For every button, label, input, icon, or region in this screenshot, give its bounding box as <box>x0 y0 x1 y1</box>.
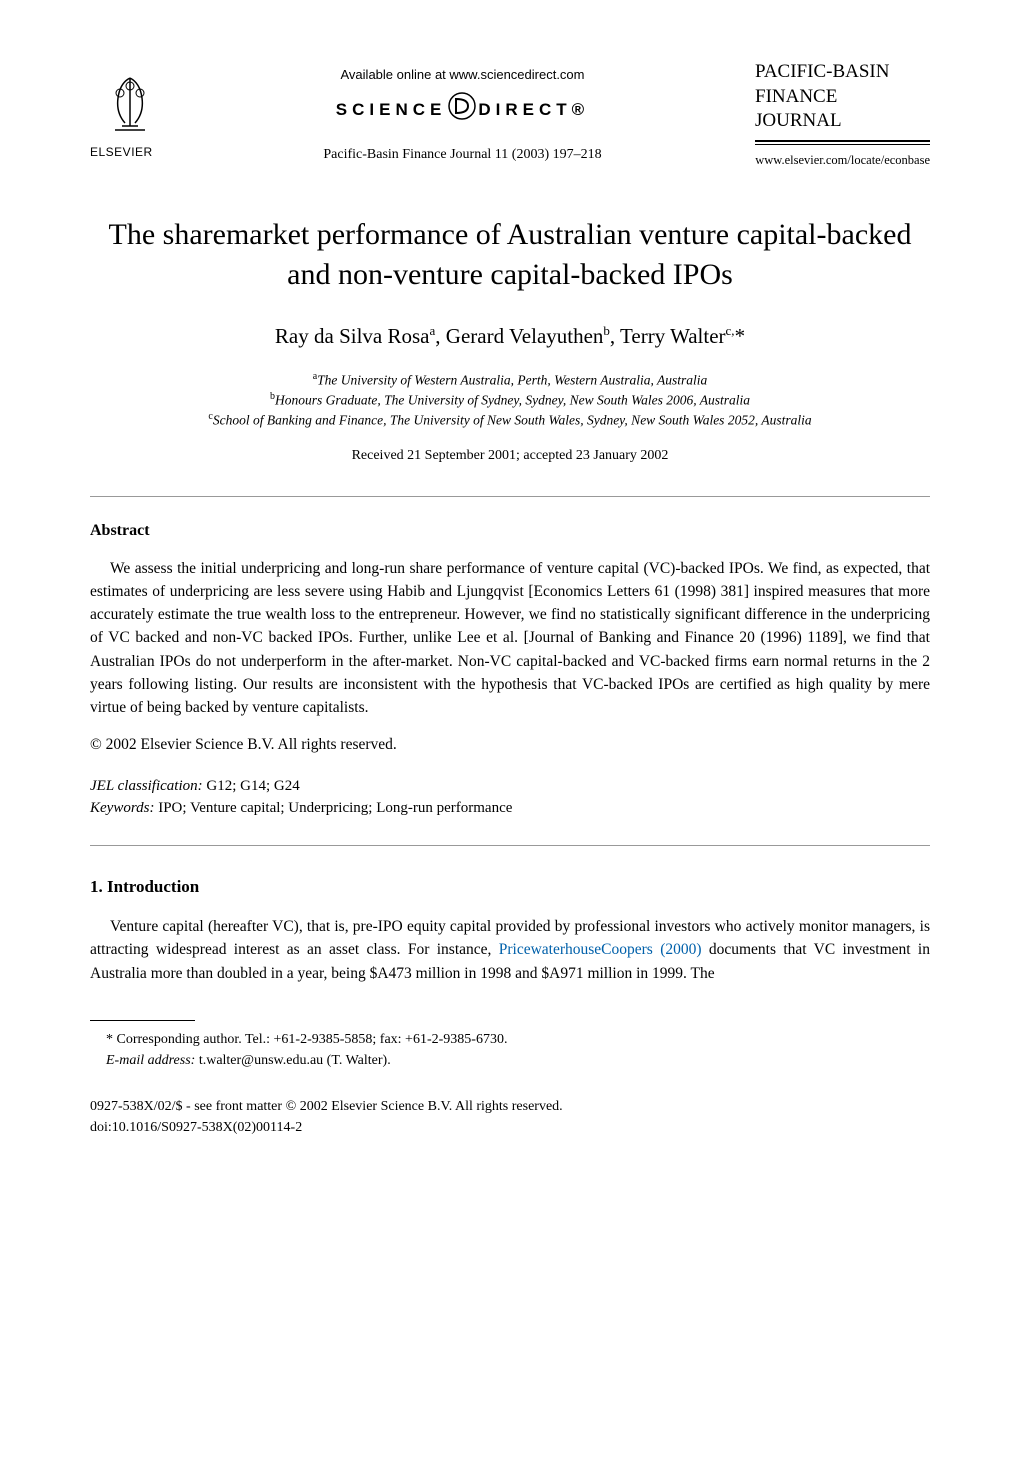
journal-name-line2: FINANCE <box>755 86 837 107</box>
sciencedirect-direct: DIRECT® <box>478 97 589 123</box>
email-label: E-mail address: <box>106 1053 195 1068</box>
author-3-sup: c, <box>726 323 735 338</box>
keywords-value: IPO; Venture capital; Underpricing; Long… <box>154 800 512 816</box>
author-1-sup: a <box>430 323 436 338</box>
divider <box>755 140 930 142</box>
article-title: The sharemarket performance of Australia… <box>90 215 930 296</box>
abstract-heading: Abstract <box>90 519 930 543</box>
sciencedirect-d-icon <box>448 92 476 128</box>
footer-line1: 0927-538X/02/$ - see front matter © 2002… <box>90 1096 930 1117</box>
author-1: Ray da Silva Rosa <box>275 324 430 348</box>
jel-value: G12; G14; G24 <box>203 778 300 794</box>
footnote-divider <box>90 1020 195 1021</box>
journal-name: PACIFIC-BASIN FINANCE JOURNAL <box>755 60 930 134</box>
author-2-sup: b <box>603 323 610 338</box>
journal-name-line1: PACIFIC-BASIN <box>755 61 889 82</box>
jel-classification: JEL classification: G12; G14; G24 <box>90 775 930 798</box>
authors: Ray da Silva Rosaa, Gerard Velayuthenb, … <box>90 321 930 353</box>
affiliation-b: Honours Graduate, The University of Sydn… <box>275 393 750 408</box>
footer-line2: doi:10.1016/S0927-538X(02)00114-2 <box>90 1117 930 1138</box>
received-dates: Received 21 September 2001; accepted 23 … <box>90 445 930 466</box>
divider <box>755 144 930 145</box>
elsevier-tree-logo <box>90 68 170 138</box>
divider <box>90 496 930 497</box>
publisher-name: ELSEVIER <box>90 143 153 161</box>
keywords-label: Keywords: <box>90 800 154 816</box>
section-heading: 1. Introduction <box>90 874 930 900</box>
journal-title-block: PACIFIC-BASIN FINANCE JOURNAL www.elsevi… <box>755 60 930 170</box>
email-value: t.walter@unsw.edu.au (T. Walter). <box>195 1053 390 1068</box>
header-center: Available online at www.sciencedirect.co… <box>170 65 755 166</box>
affiliations: aThe University of Western Australia, Pe… <box>90 370 930 430</box>
abstract-text: We assess the initial underpricing and l… <box>90 557 930 720</box>
author-3: Terry Walter <box>620 324 725 348</box>
affiliation-c: School of Banking and Finance, The Unive… <box>213 413 812 428</box>
jel-label: JEL classification: <box>90 778 203 794</box>
journal-reference: Pacific-Basin Finance Journal 11 (2003) … <box>170 144 755 165</box>
divider <box>90 845 930 846</box>
citation-link[interactable]: PricewaterhouseCoopers (2000) <box>499 941 702 958</box>
abstract-copyright: © 2002 Elsevier Science B.V. All rights … <box>90 733 930 756</box>
corresponding-author-footnote: * Corresponding author. Tel.: +61-2-9385… <box>90 1029 930 1050</box>
intro-paragraph: Venture capital (hereafter VC), that is,… <box>90 915 930 985</box>
available-online-text: Available online at www.sciencedirect.co… <box>170 65 755 85</box>
keywords: Keywords: IPO; Venture capital; Underpri… <box>90 797 930 820</box>
affiliation-a: The University of Western Australia, Per… <box>317 373 707 388</box>
journal-header: ELSEVIER Available online at www.science… <box>90 60 930 170</box>
publisher-block: ELSEVIER <box>90 68 170 161</box>
journal-url: www.elsevier.com/locate/econbase <box>755 151 930 170</box>
email-footnote: E-mail address: t.walter@unsw.edu.au (T.… <box>90 1050 930 1071</box>
author-2: Gerard Velayuthen <box>446 324 604 348</box>
journal-name-line3: JOURNAL <box>755 110 842 131</box>
sciencedirect-logo: SCIENCE DIRECT® <box>336 92 589 128</box>
page-footer: 0927-538X/02/$ - see front matter © 2002… <box>90 1096 930 1138</box>
sciencedirect-science: SCIENCE <box>336 97 447 123</box>
